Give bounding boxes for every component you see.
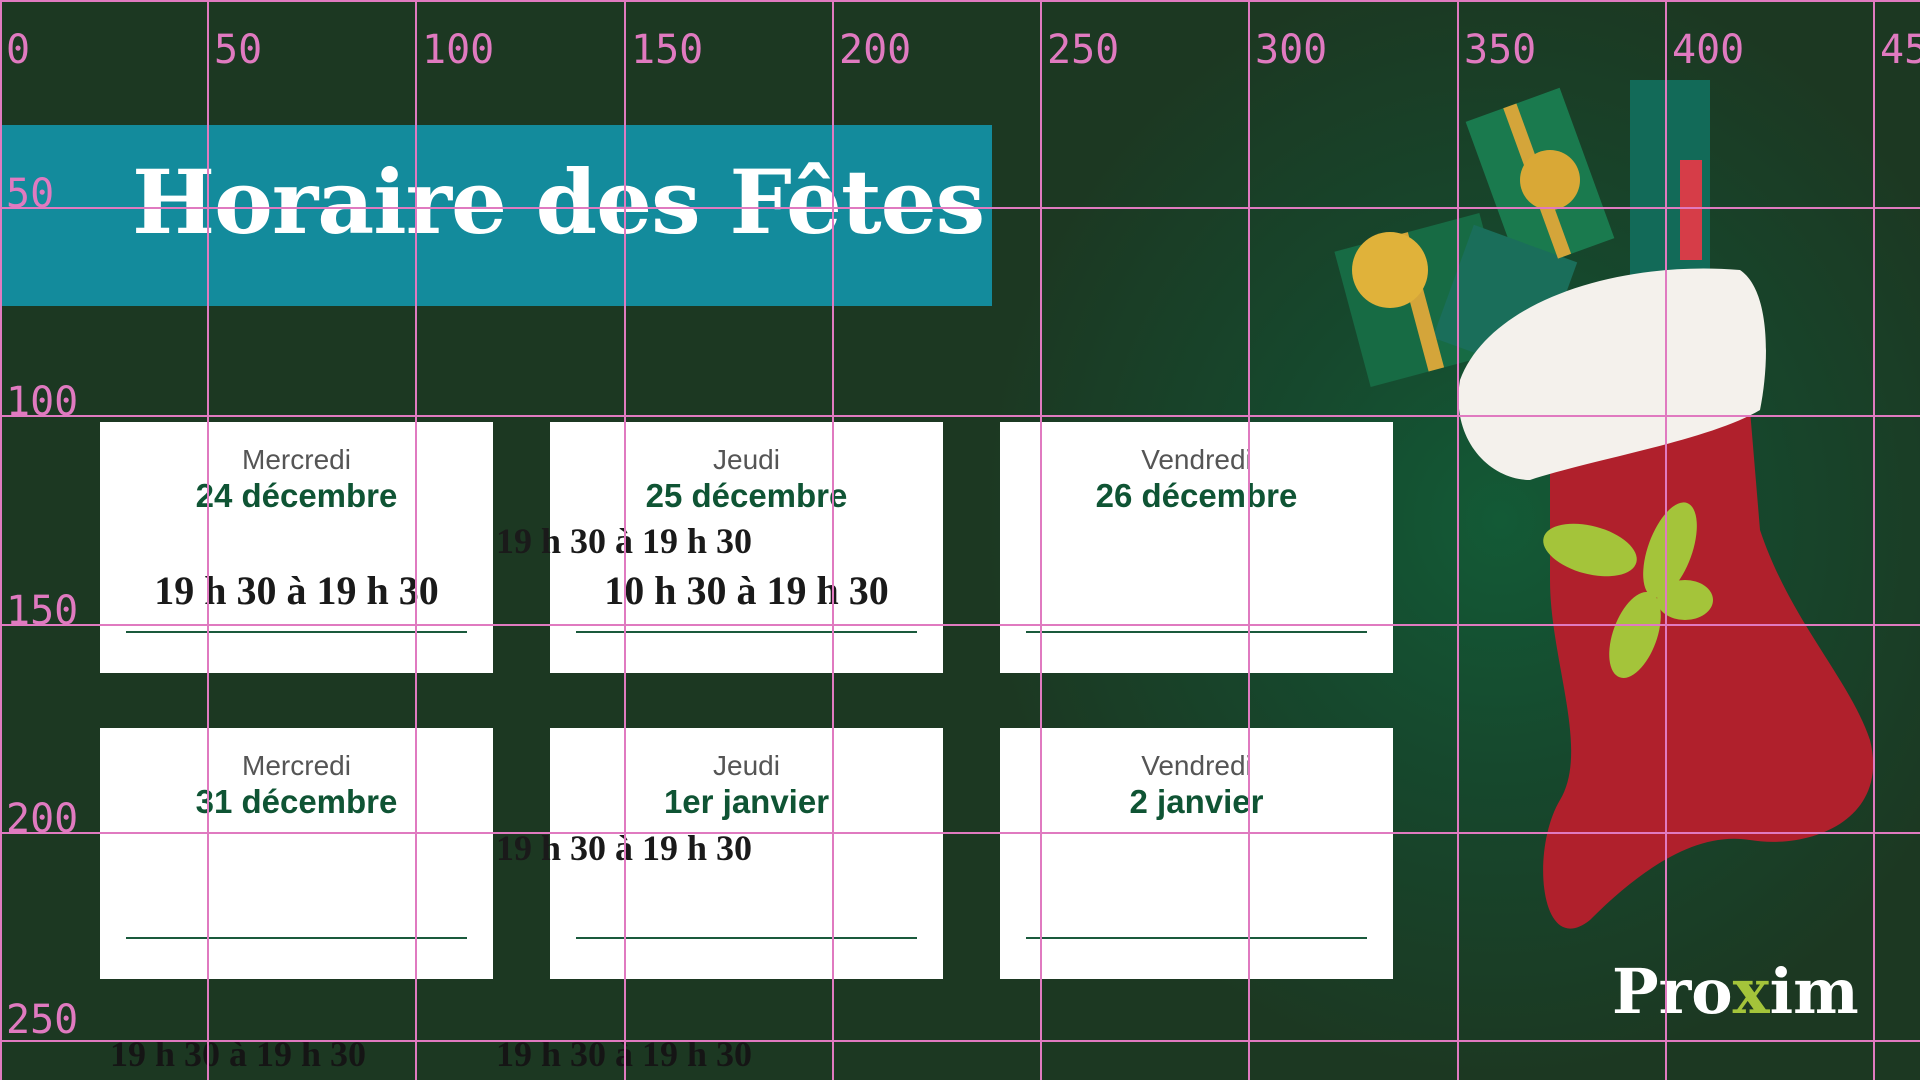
grid-line bbox=[832, 0, 834, 1080]
grid-line bbox=[0, 0, 1920, 2]
grid-label: 50 bbox=[6, 171, 55, 217]
card-date: 2 janvier bbox=[1129, 783, 1264, 820]
card-day: Vendredi bbox=[1141, 444, 1252, 475]
stocking-body bbox=[1543, 410, 1874, 929]
card-day: Mercredi bbox=[242, 444, 351, 475]
grid-line bbox=[415, 0, 417, 1080]
card-day: Mercredi bbox=[242, 750, 351, 781]
card-date: 25 décembre bbox=[645, 477, 848, 514]
card-date: 31 décembre bbox=[195, 783, 398, 820]
card-day: Jeudi bbox=[713, 444, 780, 475]
grid-line bbox=[0, 0, 2, 1080]
grid-label: 300 bbox=[1255, 27, 1328, 73]
grid-line bbox=[0, 1040, 1920, 1042]
page-title: Horaire des Fêtes bbox=[132, 150, 985, 254]
grid-line bbox=[0, 207, 1920, 209]
card-date: 24 décembre bbox=[195, 477, 398, 514]
card-hours: 10 h 30 à 19 h 30 bbox=[604, 568, 889, 613]
divider bbox=[126, 937, 467, 939]
grid-line bbox=[0, 624, 1920, 626]
divider bbox=[576, 631, 917, 633]
schedule-card: Vendredi 26 décembre bbox=[1000, 422, 1393, 673]
schedule-card: Mercredi 31 décembre bbox=[100, 728, 493, 979]
gift-boxes bbox=[1334, 80, 1710, 388]
divider bbox=[126, 631, 467, 633]
divider bbox=[576, 937, 917, 939]
schedule-card: Mercredi 24 décembre 19 h 30 à 19 h 30 bbox=[100, 422, 493, 673]
grid-line bbox=[1665, 0, 1667, 1080]
stocking-cuff bbox=[1458, 268, 1766, 480]
proxim-logo: Proxim bbox=[1612, 955, 1859, 1028]
title-banner bbox=[0, 125, 992, 306]
card-hours: 19 h 30 à 19 h 30 bbox=[154, 568, 439, 613]
grid-label: 50 bbox=[214, 27, 263, 73]
grid-label: 200 bbox=[6, 796, 79, 842]
grid-label: 250 bbox=[1047, 27, 1120, 73]
grid-line bbox=[1040, 0, 1042, 1080]
grid-label: 250 bbox=[6, 997, 79, 1043]
grid-label: 100 bbox=[422, 27, 495, 73]
grid-label: 100 bbox=[6, 379, 79, 425]
schedule-card: Jeudi 1er janvier bbox=[550, 728, 943, 979]
schedule-card: Jeudi 25 décembre 10 h 30 à 19 h 30 bbox=[550, 422, 943, 673]
grid-label: 400 bbox=[1672, 27, 1745, 73]
grid-label: 45 bbox=[1880, 27, 1920, 73]
grid-label: 150 bbox=[6, 588, 79, 634]
grid-line bbox=[0, 415, 1920, 417]
card-day: Jeudi bbox=[713, 750, 780, 781]
grid-label: 0 bbox=[6, 27, 31, 73]
grid-line bbox=[624, 0, 626, 1080]
divider bbox=[1026, 937, 1367, 939]
divider bbox=[1026, 631, 1367, 633]
grid-line bbox=[1873, 0, 1875, 1080]
grid-line bbox=[0, 832, 1920, 834]
card-day: Vendredi bbox=[1141, 750, 1252, 781]
grid-label: 200 bbox=[839, 27, 912, 73]
grid-label: 150 bbox=[631, 27, 704, 73]
proxim-leaf-mark bbox=[1543, 502, 1713, 678]
grid-label: 350 bbox=[1464, 27, 1537, 73]
grid-line bbox=[1457, 0, 1459, 1080]
schedule-card: Vendredi 2 janvier bbox=[1000, 728, 1393, 979]
christmas-stocking-illustration bbox=[1334, 80, 1874, 929]
card-date: 26 décembre bbox=[1095, 477, 1298, 514]
card-date: 1er janvier bbox=[663, 783, 830, 820]
grid-line bbox=[207, 0, 209, 1080]
grid-line bbox=[1248, 0, 1250, 1080]
